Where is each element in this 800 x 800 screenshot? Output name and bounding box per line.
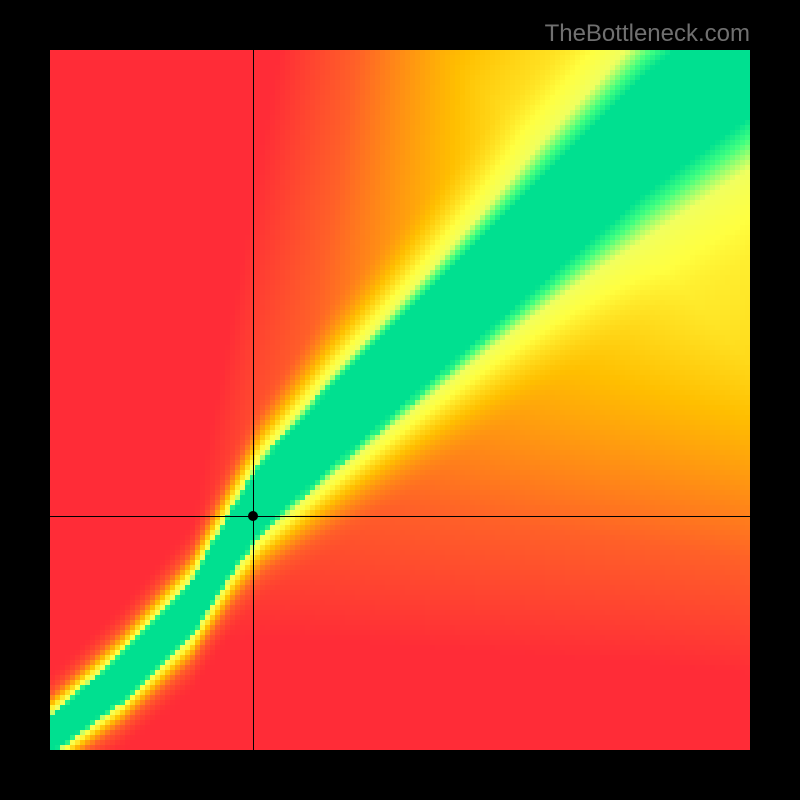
chart-container: TheBottleneck.com: [0, 0, 800, 800]
crosshair-marker-dot: [248, 511, 258, 521]
watermark-text: TheBottleneck.com: [545, 20, 750, 48]
plot-area: [50, 50, 750, 750]
crosshair-vertical: [253, 50, 254, 750]
crosshair-horizontal: [50, 516, 750, 517]
heatmap-canvas: [50, 50, 750, 750]
